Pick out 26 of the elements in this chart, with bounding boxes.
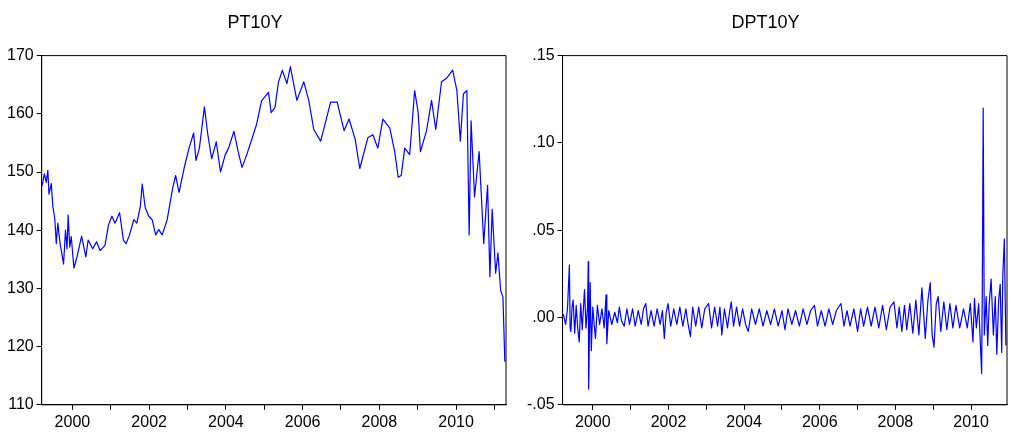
- y-tick-label: .15: [532, 46, 555, 64]
- x-tick-label: 2002: [131, 412, 168, 430]
- y-tick-label: 130: [6, 278, 34, 296]
- x-tick-label: 2006: [801, 412, 838, 430]
- x-tick-label: 2008: [361, 412, 398, 430]
- x-tick-label: 2002: [650, 412, 687, 430]
- chart-title: PT10Y: [227, 11, 283, 32]
- x-tick-label: 2006: [284, 412, 321, 430]
- y-tick-label: 120: [6, 337, 34, 355]
- chart-title: DPT10Y: [731, 11, 800, 32]
- x-tick-label: 2008: [877, 412, 914, 430]
- x-tick-label: 2000: [575, 412, 611, 430]
- x-tick-label: 2010: [953, 412, 989, 430]
- x-tick-label: 2010: [438, 412, 475, 430]
- y-tick-label: 140: [6, 220, 34, 238]
- y-tick-label: -.05: [526, 395, 555, 413]
- y-tick-label: .05: [532, 220, 555, 238]
- x-tick-label: 2004: [726, 412, 763, 430]
- x-tick-label: 2000: [54, 412, 91, 430]
- y-tick-label: 170: [6, 46, 34, 64]
- y-tick-label: 150: [6, 162, 34, 180]
- y-tick-label: .10: [532, 133, 555, 151]
- y-tick-label: 110: [8, 395, 34, 413]
- y-tick-label: 160: [6, 104, 34, 122]
- y-tick-label: .00: [532, 307, 555, 325]
- x-tick-label: 2004: [208, 412, 244, 430]
